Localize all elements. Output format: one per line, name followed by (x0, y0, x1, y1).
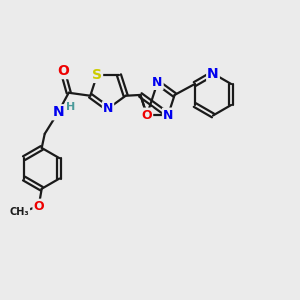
Text: CH₃: CH₃ (10, 207, 30, 217)
Text: N: N (152, 76, 163, 89)
Text: O: O (142, 109, 152, 122)
Text: N: N (207, 67, 219, 80)
Text: S: S (92, 68, 102, 82)
Text: N: N (52, 105, 64, 119)
Text: O: O (33, 200, 44, 213)
Text: N: N (163, 109, 173, 122)
Text: N: N (103, 102, 113, 115)
Text: O: O (57, 64, 69, 78)
Text: H: H (66, 102, 75, 112)
